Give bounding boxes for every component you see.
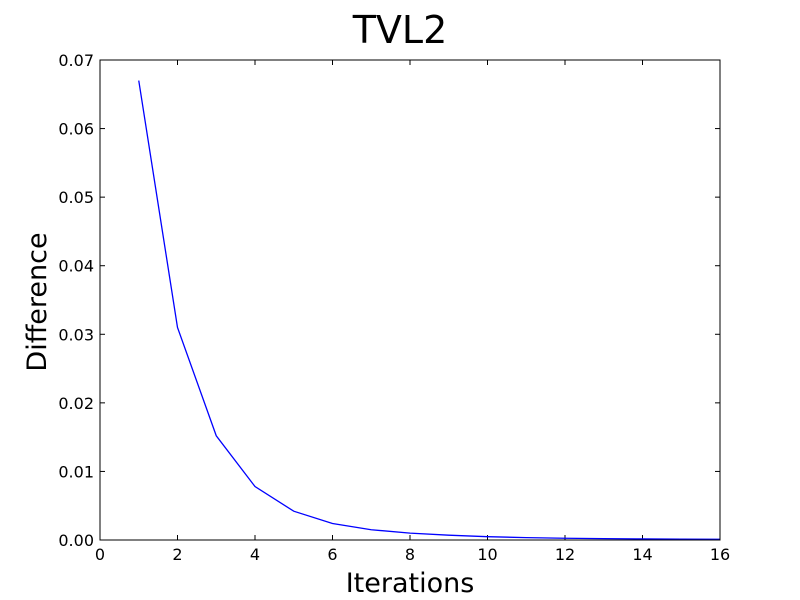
x-axis-title: Iterations — [346, 568, 475, 599]
x-tick-label: 12 — [555, 545, 575, 564]
x-tick-label: 16 — [710, 545, 730, 564]
x-tick-label: 2 — [172, 545, 182, 564]
x-tick-label: 10 — [477, 545, 497, 564]
series-line — [138, 80, 721, 540]
series-layer — [138, 80, 721, 540]
x-tick-label: 14 — [632, 545, 652, 564]
x-tick-label: 8 — [405, 545, 415, 564]
y-tick-label: 0.01 — [58, 462, 94, 481]
y-tick-label: 0.07 — [58, 51, 94, 70]
y-tick-label: 0.04 — [58, 257, 94, 276]
x-tick-label: 4 — [250, 545, 260, 564]
chart-title: TVL2 — [352, 8, 448, 52]
y-tick-label: 0.00 — [58, 531, 94, 550]
y-tick-label: 0.05 — [58, 188, 94, 207]
y-axis-ticks: 0.00 0.01 0.02 0.03 0.04 0.05 0.06 0.07 — [58, 51, 720, 550]
y-axis-title: Difference — [22, 232, 53, 371]
plot-frame — [99, 59, 721, 541]
y-tick-label: 0.03 — [58, 325, 94, 344]
x-axis-ticks: 0 2 4 6 8 10 12 14 16 — [95, 60, 730, 564]
y-tick-label: 0.02 — [58, 394, 94, 413]
x-tick-label: 6 — [327, 545, 337, 564]
x-tick-label: 0 — [95, 545, 105, 564]
y-tick-label: 0.06 — [58, 120, 94, 139]
